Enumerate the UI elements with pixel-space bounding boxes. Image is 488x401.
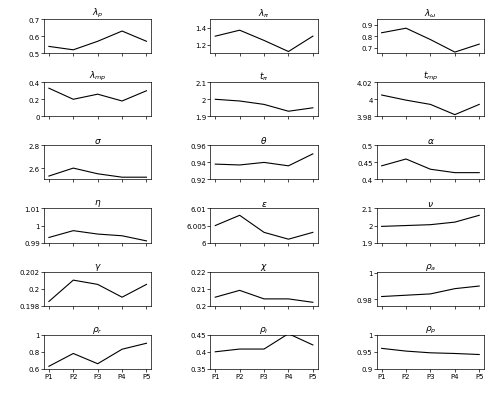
Title: $\theta$: $\theta$ [260,134,267,145]
Title: $\lambda_\omega$: $\lambda_\omega$ [423,8,436,20]
Title: $\lambda_{mp}$: $\lambda_{mp}$ [89,70,106,83]
Title: $\nu$: $\nu$ [426,199,433,208]
Title: $\alpha$: $\alpha$ [426,136,433,145]
Title: $\eta$: $\eta$ [94,198,101,209]
Title: $\gamma$: $\gamma$ [94,261,102,272]
Title: $\rho_r$: $\rho_r$ [92,324,103,335]
Title: $t_\pi$: $t_\pi$ [259,71,268,83]
Title: $\epsilon$: $\epsilon$ [260,199,267,208]
Title: $t_{mp}$: $t_{mp}$ [422,70,437,83]
Title: $\rho_p$: $\rho_p$ [424,324,435,335]
Title: $\lambda_p$: $\lambda_p$ [92,7,103,20]
Title: $\sigma$: $\sigma$ [94,136,102,145]
Title: $\chi$: $\chi$ [260,261,267,272]
Title: $\lambda_\pi$: $\lambda_\pi$ [258,8,269,20]
Title: $\rho_a$: $\rho_a$ [424,261,435,272]
Title: $\rho_i$: $\rho_i$ [259,324,268,335]
